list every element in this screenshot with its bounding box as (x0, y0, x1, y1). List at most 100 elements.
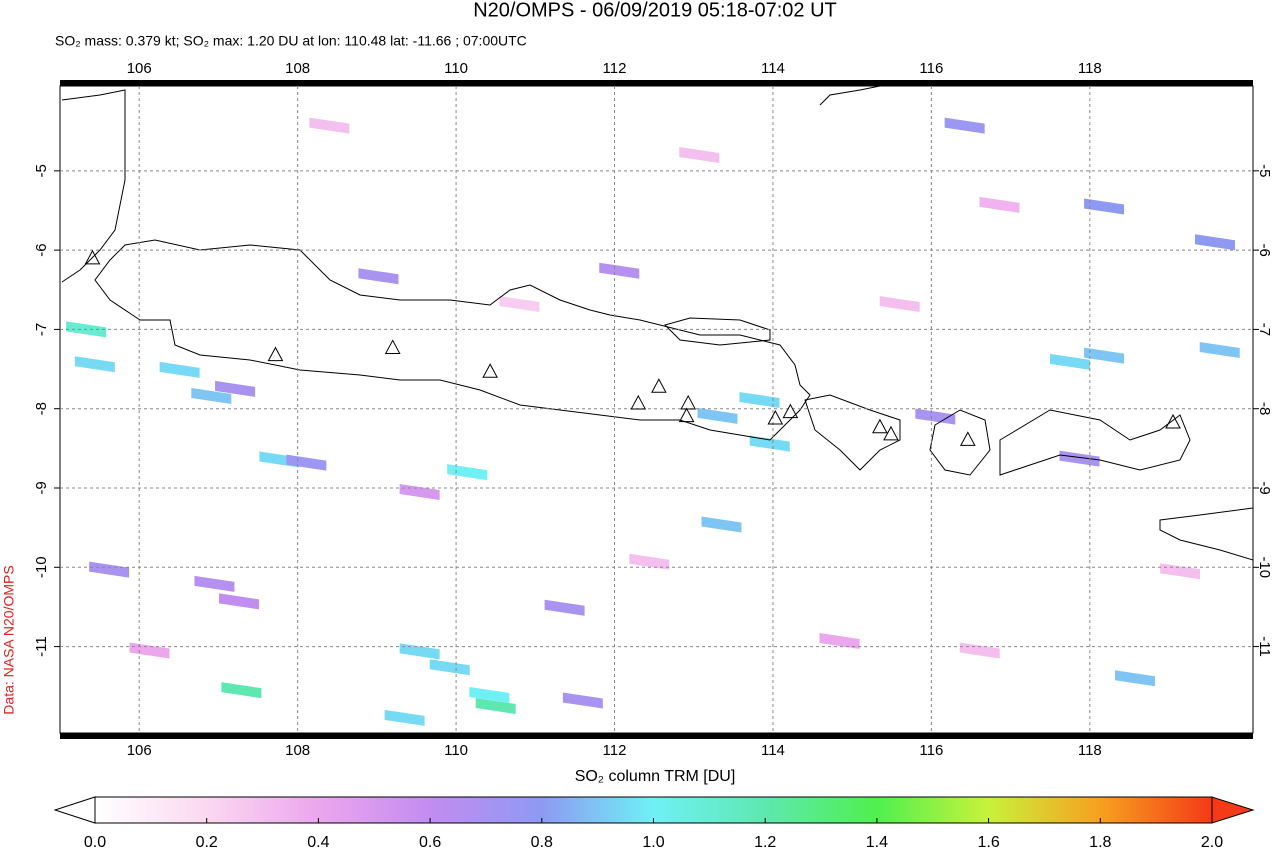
so2-pixel (499, 296, 540, 313)
so2-pixel (399, 643, 440, 660)
so2-pixel (469, 686, 510, 703)
lon-tick-label: 114 (761, 742, 785, 759)
lon-tick-label: 112 (603, 60, 627, 77)
so2-pixel (599, 262, 640, 279)
so2-pixel (1084, 198, 1125, 215)
colorbar-tick-label: 0.0 (84, 834, 106, 851)
so2-pixel (215, 380, 256, 397)
lat-tick (1253, 408, 1259, 410)
coast-borneo (819, 86, 881, 106)
so2-pixel (89, 561, 130, 578)
volcano (84, 249, 101, 265)
volcano (883, 425, 899, 441)
lat-tick (1253, 170, 1259, 172)
lat-tick (1253, 566, 1259, 568)
lon-tick-label: 114 (761, 60, 785, 77)
so2-pixel (429, 659, 470, 676)
so2-pixel (194, 575, 235, 592)
so2-pixel (697, 407, 738, 424)
lat-tick (54, 170, 60, 172)
colorbar-tick-label: 2.0 (1201, 834, 1223, 851)
so2-pixel (475, 698, 516, 715)
lat-tick (1253, 487, 1259, 489)
lon-tick-label: 110 (444, 742, 468, 759)
lat-tick-label: -5 (33, 164, 50, 177)
volcano (1165, 413, 1181, 429)
so2-pixel (384, 709, 425, 726)
lon-tick-label: 116 (919, 60, 943, 77)
so2-pixel (1114, 670, 1155, 687)
lat-tick-label: -10 (33, 556, 50, 578)
coast-madura (664, 317, 771, 346)
lat-tick-label: -6 (1256, 243, 1272, 256)
lon-tick-label: 106 (127, 60, 152, 77)
volcano (482, 363, 498, 378)
lat-tick (54, 328, 60, 330)
colorbar-tick-label: 1.0 (642, 834, 664, 851)
frame-band-bottom (60, 733, 1253, 739)
coast-lombok (929, 409, 991, 476)
volcano (384, 339, 401, 354)
lat-tick (54, 487, 60, 489)
so2-pixel (286, 454, 327, 471)
lat-tick (1253, 249, 1259, 251)
colorbar-under (53, 796, 96, 824)
coast-java (94, 239, 811, 441)
lon-tick-label: 118 (1078, 742, 1102, 759)
so2-pixel (309, 117, 350, 134)
so2-pixel (879, 296, 920, 313)
so2-pixel (219, 593, 260, 610)
lat-tick (1253, 646, 1259, 648)
volcano (872, 418, 888, 434)
coast-sumatra (61, 89, 126, 283)
so2-pixel (701, 516, 742, 533)
so2-pixel (1160, 563, 1201, 580)
lat-tick-label: -10 (1256, 556, 1272, 578)
colorbar-tick-label: 0.4 (307, 834, 329, 851)
colorbar-tick-label: 1.4 (866, 834, 888, 851)
credit: Data: NASA N20/OMPS (1, 565, 17, 714)
lat-tick (54, 646, 60, 648)
colorbar-tick-label: 1.6 (977, 834, 999, 851)
lon-tick-label: 108 (285, 742, 310, 759)
coast-bali (804, 394, 901, 471)
volcano (678, 407, 695, 423)
colorbar-tick-label: 0.6 (419, 834, 441, 851)
lat-tick-label: -11 (33, 636, 50, 657)
so2-pixel (1059, 450, 1100, 467)
map-frame (59, 85, 1254, 734)
lat-tick (54, 249, 60, 251)
so2-pixel (749, 435, 790, 452)
colorbar-over (1211, 796, 1255, 824)
so2-pixel (915, 408, 956, 425)
colorbar-tick-label: 0.2 (196, 834, 218, 851)
so2-pixel (819, 633, 860, 650)
coast-sumba (1159, 507, 1253, 561)
so2-pixel (447, 464, 488, 481)
lat-tick-label: -7 (33, 323, 50, 336)
colorbar-tick-label: 1.8 (1089, 834, 1111, 851)
volcano (630, 394, 647, 410)
lat-tick-label: -9 (1256, 481, 1272, 494)
colorbar-tick-label: 1.2 (754, 834, 776, 851)
volcano (680, 394, 697, 410)
coastlines (61, 86, 1253, 561)
so2-pixel (399, 483, 440, 500)
so2-pixel (221, 682, 262, 699)
lon-tick-label: 116 (919, 742, 943, 759)
lat-tick-label: -9 (33, 481, 50, 494)
lat-tick-label: -6 (33, 243, 50, 256)
lon-tick-label: 112 (603, 742, 627, 759)
lon-tick-label: 118 (1078, 60, 1102, 77)
so2-pixel (74, 356, 115, 373)
volcano (782, 403, 799, 419)
so2-pixel (159, 361, 200, 378)
colorbar-tick-label: 0.8 (531, 834, 553, 851)
volcano (767, 409, 784, 425)
lat-tick-label: -7 (1256, 323, 1272, 336)
so2-pixel (562, 692, 603, 709)
so2-pixel (629, 553, 670, 570)
lat-tick-label: -8 (1256, 402, 1272, 415)
lat-tick-label: -8 (33, 402, 50, 415)
